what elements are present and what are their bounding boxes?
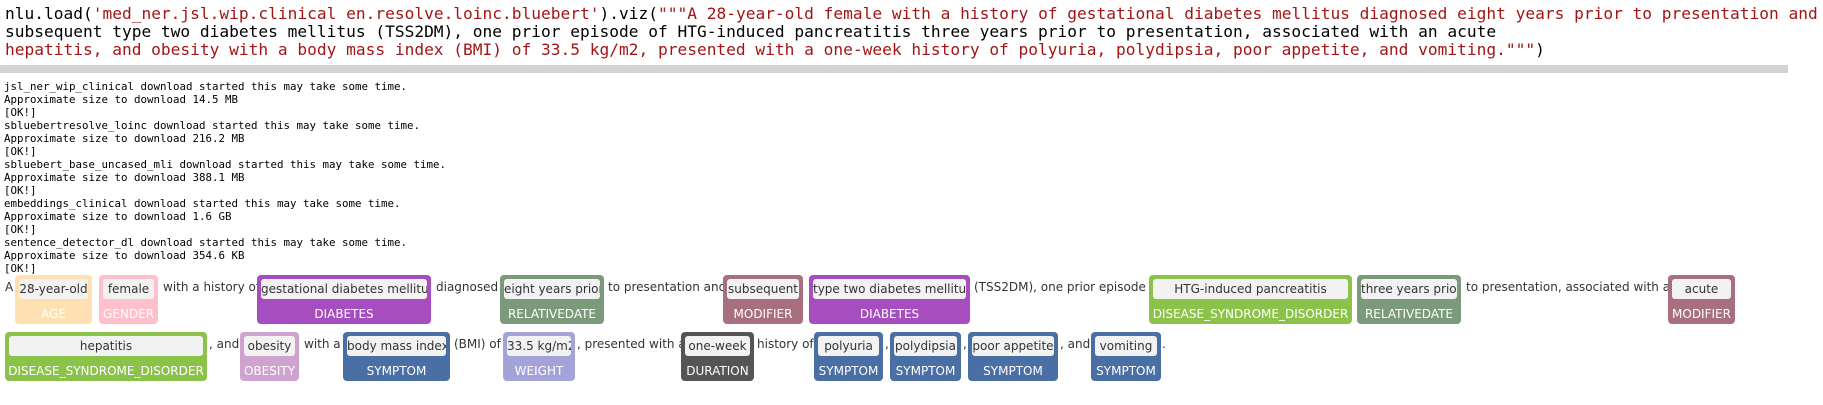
entity-label: SYMPTOM	[895, 364, 956, 378]
viz-text: , and	[1060, 337, 1091, 351]
entity-label: DIABETES	[859, 307, 920, 321]
entity-label: MODIFIER	[1672, 307, 1731, 321]
entity-modifier: subsequent MODIFIER	[723, 275, 803, 324]
output-line: Approximate size to download 14.5 MB	[4, 93, 239, 106]
code-model-string: 'med_ner.jsl.wip.clinical en.resolve.loi…	[92, 4, 600, 23]
entity-token: body mass index	[347, 336, 446, 356]
entity-label: DISEASE_SYNDROME_DISORDER	[8, 364, 204, 378]
entity-token: poor appetite	[972, 336, 1054, 356]
entity-label: SYMPTOM	[983, 364, 1043, 378]
viz-text: (BMI) of	[454, 337, 501, 351]
entity-modifier: acute MODIFIER	[1668, 275, 1735, 324]
entity-age: 28-year-old AGE	[15, 275, 92, 324]
output-line: [OK!]	[4, 145, 37, 158]
entity-obesity: obesity OBESITY	[240, 332, 299, 381]
entity-token: one-week	[685, 336, 750, 356]
output-line: Approximate size to download 354.6 KB	[4, 249, 245, 262]
output-line: jsl_ner_wip_clinical download started th…	[4, 80, 408, 93]
output-line: embeddings_clinical download started thi…	[4, 197, 401, 210]
entity-diabetes: gestational diabetes mellitus DIABETES	[257, 275, 431, 324]
output-line: sbluebert_base_uncased_mli download star…	[4, 158, 447, 171]
entity-diabetes: type two diabetes mellitus DIABETES	[809, 275, 970, 324]
output-line: Approximate size to download 216.2 MB	[4, 132, 245, 145]
code-call-load: nlu.load(	[5, 4, 93, 23]
viz-text: to presentation and	[608, 280, 727, 294]
entity-symptom: body mass index SYMPTOM	[343, 332, 450, 381]
output-line: Approximate size to download 388.1 MB	[4, 171, 245, 184]
viz-text: history of	[757, 337, 814, 351]
entity-label: RELATIVEDATE	[507, 307, 597, 321]
entity-token: polyuria	[818, 336, 879, 356]
entity-token: polydipsia	[894, 336, 957, 356]
code-text-string-3: hepatitis, and obesity with a body mass …	[5, 40, 1536, 59]
entity-duration: one-week DURATION	[681, 332, 754, 381]
entity-label: MODIFIER	[733, 307, 793, 321]
viz-text: A	[5, 280, 14, 294]
entity-relativedate: eight years prior RELATIVEDATE	[500, 275, 604, 324]
entity-label: OBESITY	[243, 364, 296, 378]
output-line: sentence_detector_dl download started th…	[4, 236, 408, 249]
code-line-1: nlu.load('med_ner.jsl.wip.clinical en.re…	[5, 4, 1818, 24]
entity-token: eight years prior	[504, 279, 600, 299]
entity-relativedate: three years prior RELATIVEDATE	[1357, 275, 1461, 324]
code-text-string-1: """A 28-year-old female with a history o…	[657, 4, 1818, 23]
entity-token: vomiting	[1095, 336, 1157, 356]
entity-label: DURATION	[686, 364, 749, 378]
entity-token: female	[103, 279, 154, 299]
viz-text: (TSS2DM), one prior episode of	[974, 280, 1162, 294]
horizontal-scrollbar[interactable]	[0, 65, 1788, 73]
output-line: [OK!]	[4, 262, 37, 275]
viz-text: ,	[885, 337, 889, 351]
entity-token: obesity	[244, 336, 295, 356]
entity-disease: HTG-induced pancreatitis DISEASE_SYNDROM…	[1149, 275, 1352, 324]
output-line: sbluebertresolve_loinc download started …	[4, 119, 421, 132]
viz-text: diagnosed	[436, 280, 499, 294]
output-line: [OK!]	[4, 223, 37, 236]
entity-token: 28-year-old	[19, 279, 88, 299]
entity-label: DISEASE_SYNDROME_DISORDER	[1152, 307, 1349, 321]
entity-disease: hepatitis DISEASE_SYNDROME_DISORDER	[5, 332, 207, 381]
code-line-3: hepatitis, and obesity with a body mass …	[5, 40, 1545, 60]
entity-label: SYMPTOM	[1096, 364, 1156, 378]
entity-label: WEIGHT	[514, 364, 564, 378]
code-close-paren: )	[1535, 40, 1545, 59]
code-call-viz: ).viz(	[599, 4, 658, 23]
entity-symptom: vomiting SYMPTOM	[1091, 332, 1161, 381]
entity-token: subsequent	[727, 279, 799, 299]
viz-text: to presentation, associated with an	[1466, 280, 1678, 294]
viz-text: ,	[963, 337, 967, 351]
output-line: [OK!]	[4, 106, 37, 119]
entity-label: GENDER	[102, 307, 155, 321]
viz-text: with a	[304, 337, 341, 351]
code-cell[interactable]: nlu.load('med_ner.jsl.wip.clinical en.re…	[0, 0, 1823, 74]
entity-gender: female GENDER	[99, 275, 158, 324]
viz-text: , presented with a	[577, 337, 686, 351]
entity-label: RELATIVEDATE	[1364, 307, 1454, 321]
entity-token: gestational diabetes mellitus	[261, 279, 427, 299]
viz-text: with a history of	[163, 280, 261, 294]
entity-token: hepatitis	[9, 336, 203, 356]
viz-text: .	[1162, 337, 1166, 351]
entity-label: DIABETES	[314, 307, 374, 321]
entity-token: type two diabetes mellitus	[813, 279, 966, 299]
entity-label: SYMPTOM	[818, 364, 879, 378]
code-line-2: subsequent type two diabetes mellitus (T…	[5, 22, 1497, 41]
entity-token: HTG-induced pancreatitis	[1153, 279, 1348, 299]
output-line: Approximate size to download 1.6 GB	[4, 210, 232, 223]
output-line: [OK!]	[4, 184, 37, 197]
entity-token: acute	[1672, 279, 1731, 299]
entity-token: three years prior	[1361, 279, 1457, 299]
entity-token: 33.5 kg/m2	[507, 336, 571, 356]
entity-symptom: polydipsia SYMPTOM	[890, 332, 961, 381]
entity-symptom: poor appetite SYMPTOM	[968, 332, 1058, 381]
entity-symptom: polyuria SYMPTOM	[814, 332, 883, 381]
entity-label: AGE	[41, 307, 66, 321]
entity-weight: 33.5 kg/m2 WEIGHT	[503, 332, 575, 381]
viz-text: , and	[209, 337, 240, 351]
entity-label: SYMPTOM	[366, 364, 427, 378]
